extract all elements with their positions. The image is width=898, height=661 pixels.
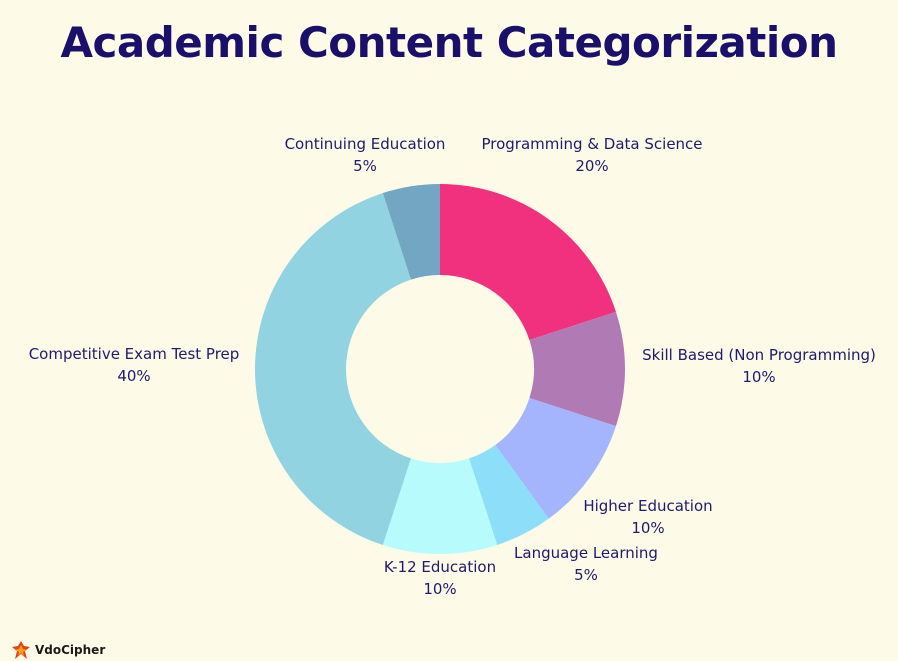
slice-label: K-12 Education (384, 558, 496, 576)
slice-value-label: 5% (353, 157, 377, 175)
slice-skill-based-non-programming (529, 311, 625, 427)
vdocipher-logo-icon (12, 641, 30, 659)
slice-value-label: 40% (117, 367, 150, 385)
slice-value-label: 20% (575, 157, 608, 175)
slice-higher-education (495, 398, 616, 519)
slice-value-label: 10% (423, 580, 456, 598)
slice-programming-data-science (440, 184, 616, 340)
chart-title: Academic Content Categorization (60, 18, 838, 67)
slice-continuing-education (382, 184, 440, 280)
slice-language-learning (469, 445, 549, 545)
slice-label: Competitive Exam Test Prep (29, 345, 240, 363)
donut-slices (255, 184, 625, 554)
slice-value-label: 10% (631, 519, 664, 537)
brand-watermark: VdoCipher (12, 641, 105, 659)
slice-competitive-exam-test-prep (255, 193, 411, 545)
slice-label: Continuing Education (285, 135, 446, 153)
slice-label: Higher Education (583, 497, 712, 515)
slice-label: Programming & Data Science (481, 135, 702, 153)
slice-value-label: 5% (574, 566, 598, 584)
slice-value-label: 10% (742, 368, 775, 386)
slice-label: Skill Based (Non Programming) (642, 346, 876, 364)
slice-labels: Programming & Data Science 20% Skill Based… (29, 135, 876, 598)
brand-name: VdoCipher (35, 643, 106, 657)
slice-k-12-education (382, 458, 498, 554)
slice-label: Language Learning (514, 544, 658, 562)
